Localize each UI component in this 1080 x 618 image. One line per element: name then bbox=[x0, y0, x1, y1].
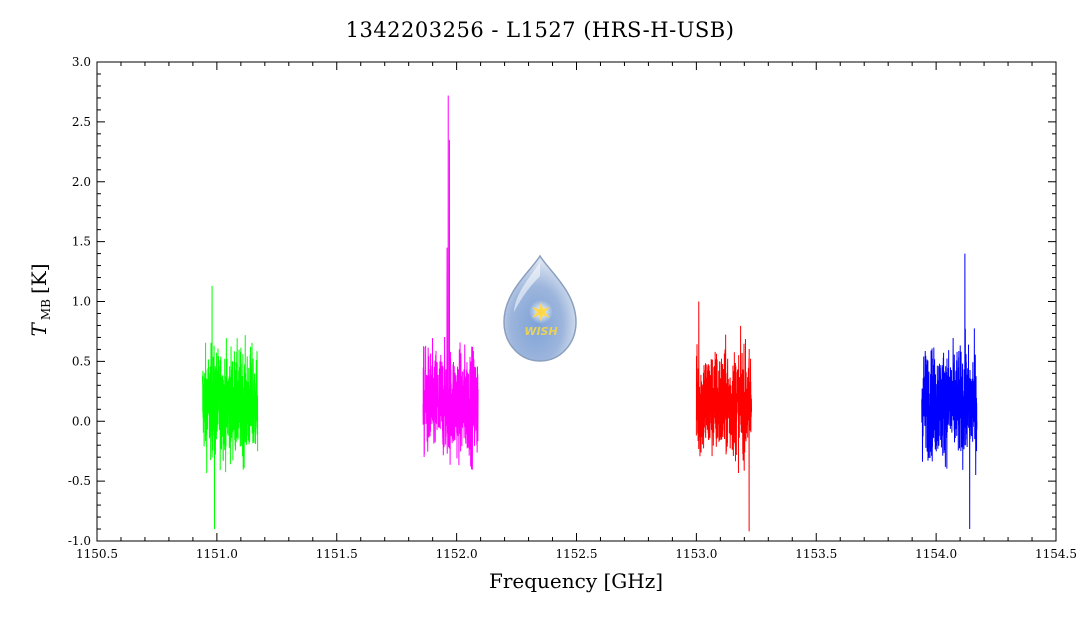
wish-logo: WISH bbox=[503, 254, 577, 362]
x-tick-label: 1154.5 bbox=[1035, 547, 1077, 561]
y-tick-labels: -1.0 -0.5 0.0 0.5 1.0 1.5 2.0 2.5 3.0 bbox=[68, 55, 91, 548]
x-tick-label: 1153.5 bbox=[795, 547, 837, 561]
y-tick-label: 1.0 bbox=[72, 295, 91, 309]
y-tick-label: 0.0 bbox=[72, 414, 91, 428]
star-icon bbox=[532, 302, 550, 322]
tick-marks bbox=[96, 61, 1057, 542]
x-tick-label: 1154.0 bbox=[915, 547, 957, 561]
plot-frame bbox=[96, 61, 1057, 542]
chart-title: 1342203256 - L1527 (HRS-H-USB) bbox=[345, 18, 735, 42]
y-axis-label: T MB [K] bbox=[27, 264, 53, 337]
series-line-1 bbox=[201, 285, 259, 530]
y-tick-label: 1.5 bbox=[72, 235, 91, 249]
y-tick-label: 3.0 bbox=[72, 55, 91, 69]
series-line-3 bbox=[695, 301, 753, 532]
x-tick-label: 1152.5 bbox=[556, 547, 598, 561]
y-axis-label-unit: [K] bbox=[27, 264, 51, 295]
x-tick-label: 1153.0 bbox=[675, 547, 717, 561]
series-line-2 bbox=[422, 95, 479, 470]
y-axis-label-main: T bbox=[27, 322, 51, 337]
x-tick-label: 1152.0 bbox=[436, 547, 478, 561]
y-tick-label: 2.0 bbox=[72, 175, 91, 189]
svg-text:TMB[K]: T MB [K] bbox=[27, 264, 53, 337]
series-layer bbox=[201, 95, 978, 532]
x-tick-labels: 1150.5 1151.0 1151.5 1152.0 1152.5 1153.0 1153… bbox=[76, 547, 1077, 561]
y-tick-label: 0.5 bbox=[72, 354, 91, 368]
x-axis-label: Frequency [GHz] bbox=[489, 569, 663, 593]
x-tick-label: 1150.5 bbox=[76, 547, 118, 561]
logo-text: WISH bbox=[524, 325, 557, 338]
x-tick-label: 1151.0 bbox=[196, 547, 238, 561]
series-line-4 bbox=[921, 253, 978, 530]
y-tick-label: 2.5 bbox=[72, 115, 91, 129]
x-tick-label: 1151.5 bbox=[316, 547, 358, 561]
y-tick-label: -1.0 bbox=[68, 534, 91, 548]
y-axis-label-sub: MB bbox=[39, 299, 53, 320]
y-tick-label: -0.5 bbox=[68, 474, 91, 488]
